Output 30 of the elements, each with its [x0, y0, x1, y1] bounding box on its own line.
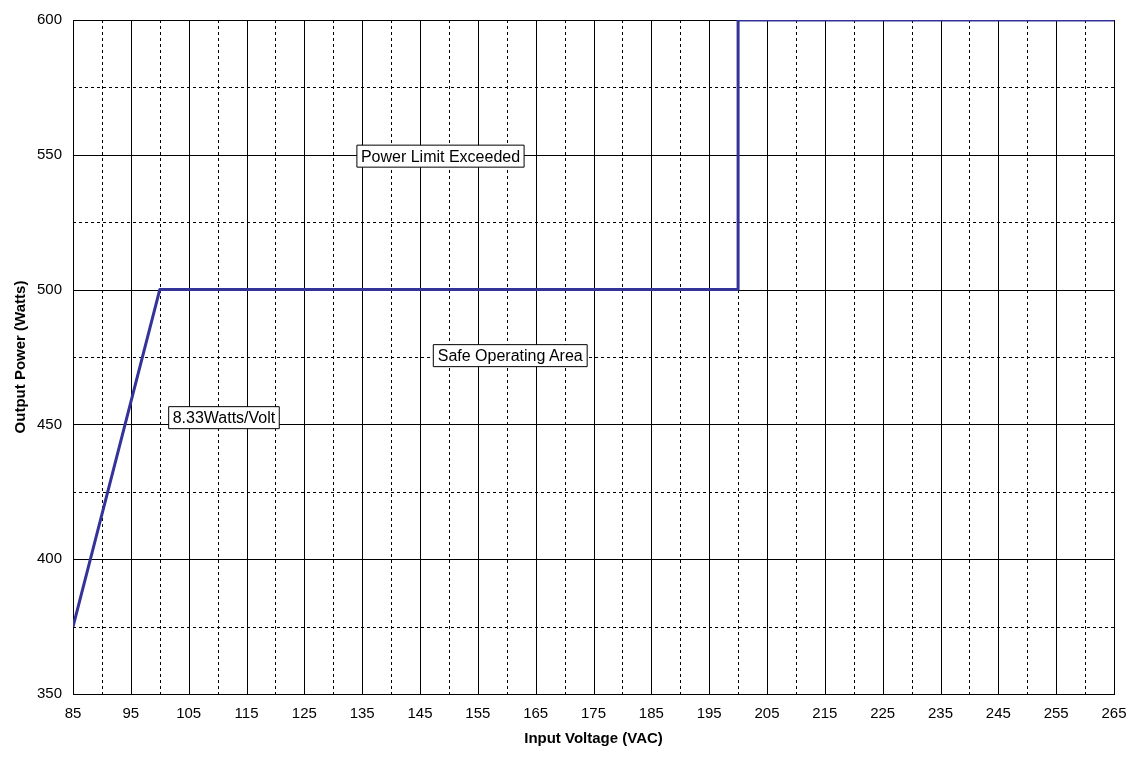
- x-tick-label: 95: [122, 704, 140, 722]
- annotation: Power Limit Exceeded: [360, 147, 521, 165]
- x-tick-label: 245: [985, 704, 1011, 722]
- x-tick-label: 215: [812, 704, 838, 722]
- x-tick-label: 225: [870, 704, 896, 722]
- x-tick-label: 195: [696, 704, 722, 722]
- x-tick-label: 185: [638, 704, 664, 722]
- x-tick-label: 235: [927, 704, 954, 722]
- x-tick-label: 145: [407, 704, 433, 722]
- x-tick-label: 255: [1043, 704, 1069, 722]
- y-tick-label: 500: [37, 279, 63, 297]
- x-tick-label: 105: [176, 704, 202, 722]
- x-axis-title: Input Voltage (VAC): [524, 729, 663, 747]
- x-tick-label: 115: [234, 704, 259, 722]
- y-tick-label: 400: [37, 549, 63, 567]
- y-tick-label: 350: [37, 684, 63, 702]
- x-tick-label: 155: [465, 704, 491, 722]
- y-tick-label: 600: [37, 10, 63, 28]
- x-tick-label: 125: [291, 704, 317, 722]
- y-tick-label: 550: [37, 144, 63, 162]
- y-tick-label: 450: [37, 414, 63, 432]
- x-tick-label: 265: [1101, 704, 1127, 722]
- x-tick-label: 135: [349, 704, 375, 722]
- x-tick-label: 165: [523, 704, 549, 722]
- y-axis-title: Output Power (Watts): [11, 280, 29, 434]
- x-tick-label: 205: [754, 704, 780, 722]
- x-tick-label: 175: [581, 704, 607, 722]
- x-tick-label: 85: [64, 704, 82, 722]
- annotation: Safe Operating Area: [437, 347, 583, 365]
- annotation: 8.33Watts/Volt: [172, 409, 276, 427]
